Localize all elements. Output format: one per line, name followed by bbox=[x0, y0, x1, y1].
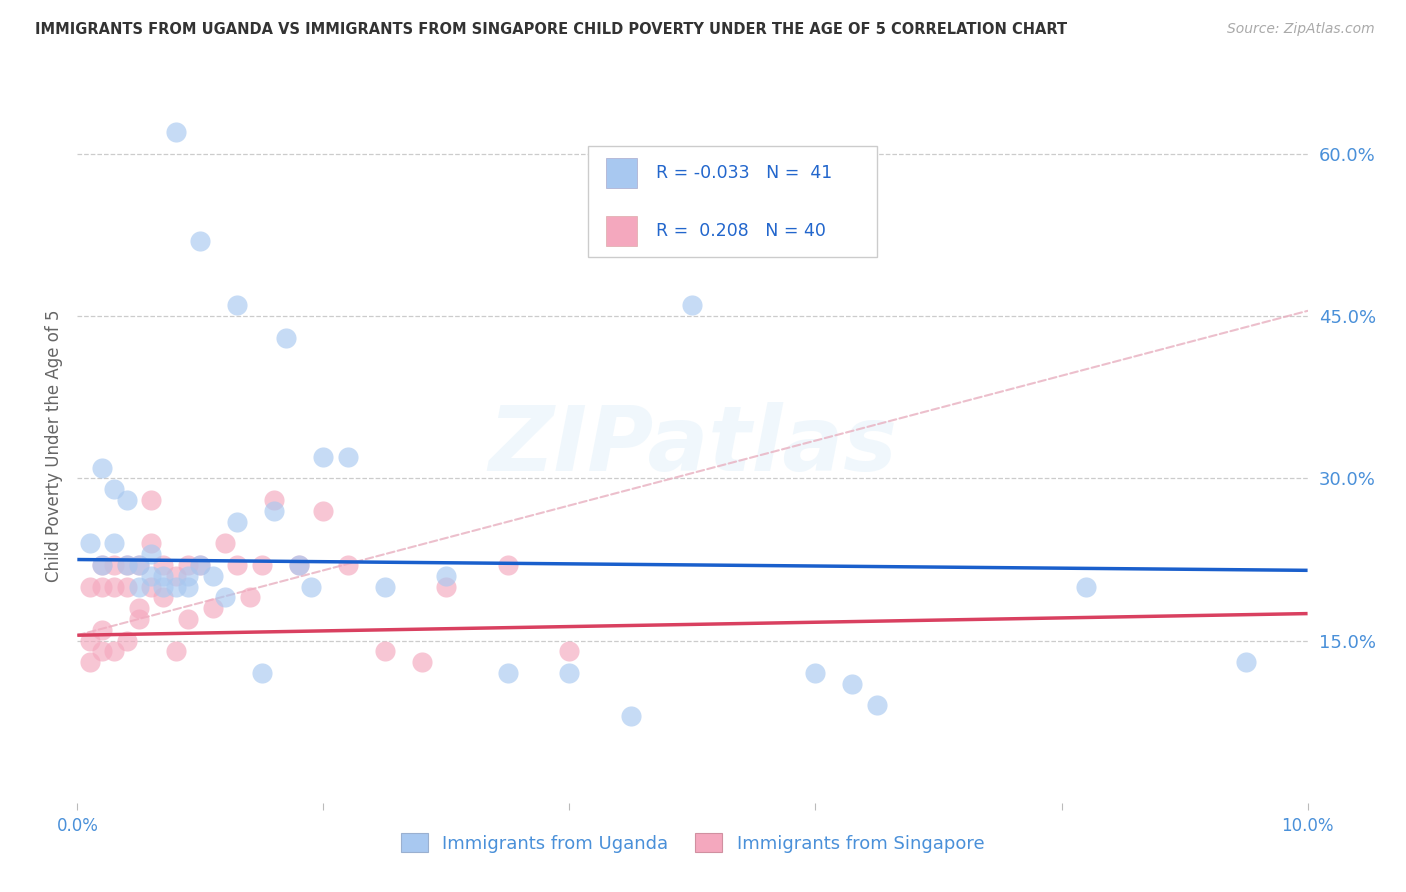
Point bbox=[288, 558, 311, 572]
Point bbox=[411, 655, 433, 669]
Text: R = -0.033   N =  41: R = -0.033 N = 41 bbox=[655, 164, 832, 182]
Point bbox=[841, 677, 863, 691]
Point bbox=[177, 612, 200, 626]
Point bbox=[374, 580, 396, 594]
Point bbox=[128, 580, 150, 594]
Point bbox=[128, 558, 150, 572]
Point bbox=[115, 493, 138, 508]
Point bbox=[250, 558, 273, 572]
Point bbox=[79, 536, 101, 550]
Legend: Immigrants from Uganda, Immigrants from Singapore: Immigrants from Uganda, Immigrants from … bbox=[391, 824, 994, 862]
Point bbox=[90, 460, 114, 475]
Point bbox=[214, 536, 236, 550]
Point bbox=[90, 558, 114, 572]
Point bbox=[201, 601, 224, 615]
Point bbox=[263, 504, 285, 518]
Point bbox=[188, 558, 212, 572]
Point bbox=[496, 558, 519, 572]
Point bbox=[312, 504, 335, 518]
Point bbox=[177, 558, 200, 572]
Point bbox=[165, 644, 187, 658]
FancyBboxPatch shape bbox=[588, 146, 877, 257]
Text: IMMIGRANTS FROM UGANDA VS IMMIGRANTS FROM SINGAPORE CHILD POVERTY UNDER THE AGE : IMMIGRANTS FROM UGANDA VS IMMIGRANTS FRO… bbox=[35, 22, 1067, 37]
Point bbox=[128, 612, 150, 626]
Point bbox=[103, 644, 125, 658]
Point bbox=[165, 125, 187, 139]
Point bbox=[558, 666, 581, 681]
Point bbox=[128, 601, 150, 615]
Point bbox=[141, 568, 163, 582]
FancyBboxPatch shape bbox=[606, 216, 637, 246]
Point bbox=[337, 558, 360, 572]
Point bbox=[226, 515, 249, 529]
Point bbox=[558, 644, 581, 658]
Point bbox=[152, 558, 174, 572]
Point bbox=[141, 536, 163, 550]
Point bbox=[152, 568, 174, 582]
Point bbox=[141, 580, 163, 594]
Y-axis label: Child Poverty Under the Age of 5: Child Poverty Under the Age of 5 bbox=[45, 310, 63, 582]
Point bbox=[128, 558, 150, 572]
Point bbox=[682, 298, 704, 312]
Point bbox=[226, 298, 249, 312]
Point bbox=[115, 558, 138, 572]
Text: Source: ZipAtlas.com: Source: ZipAtlas.com bbox=[1227, 22, 1375, 37]
Point bbox=[188, 234, 212, 248]
Point bbox=[496, 666, 519, 681]
Point bbox=[177, 568, 200, 582]
Point bbox=[263, 493, 285, 508]
Point bbox=[1076, 580, 1098, 594]
Point bbox=[79, 655, 101, 669]
Point bbox=[103, 580, 125, 594]
Point bbox=[188, 558, 212, 572]
Point bbox=[165, 568, 187, 582]
Point bbox=[90, 580, 114, 594]
Point bbox=[620, 709, 643, 723]
Point bbox=[115, 633, 138, 648]
Point bbox=[226, 558, 249, 572]
Point bbox=[312, 450, 335, 464]
Point bbox=[79, 633, 101, 648]
Text: R =  0.208   N = 40: R = 0.208 N = 40 bbox=[655, 222, 825, 240]
Point bbox=[152, 580, 174, 594]
Point bbox=[103, 482, 125, 496]
Point bbox=[374, 644, 396, 658]
Point bbox=[1234, 655, 1257, 669]
Point bbox=[214, 591, 236, 605]
FancyBboxPatch shape bbox=[606, 158, 637, 187]
Point bbox=[141, 547, 163, 561]
Point bbox=[115, 558, 138, 572]
Point bbox=[90, 623, 114, 637]
Point bbox=[276, 331, 298, 345]
Point bbox=[337, 450, 360, 464]
Text: ZIPatlas: ZIPatlas bbox=[488, 402, 897, 490]
Point bbox=[103, 558, 125, 572]
Point bbox=[436, 568, 458, 582]
Point bbox=[201, 568, 224, 582]
Point bbox=[90, 558, 114, 572]
Point bbox=[804, 666, 827, 681]
Point bbox=[177, 580, 200, 594]
Point bbox=[90, 644, 114, 658]
Point bbox=[239, 591, 262, 605]
Point bbox=[866, 698, 889, 713]
Point bbox=[79, 580, 101, 594]
Point bbox=[141, 493, 163, 508]
Point bbox=[299, 580, 322, 594]
Point bbox=[436, 580, 458, 594]
Point bbox=[103, 536, 125, 550]
Point bbox=[152, 591, 174, 605]
Point bbox=[165, 580, 187, 594]
Point bbox=[115, 580, 138, 594]
Point bbox=[250, 666, 273, 681]
Point bbox=[288, 558, 311, 572]
